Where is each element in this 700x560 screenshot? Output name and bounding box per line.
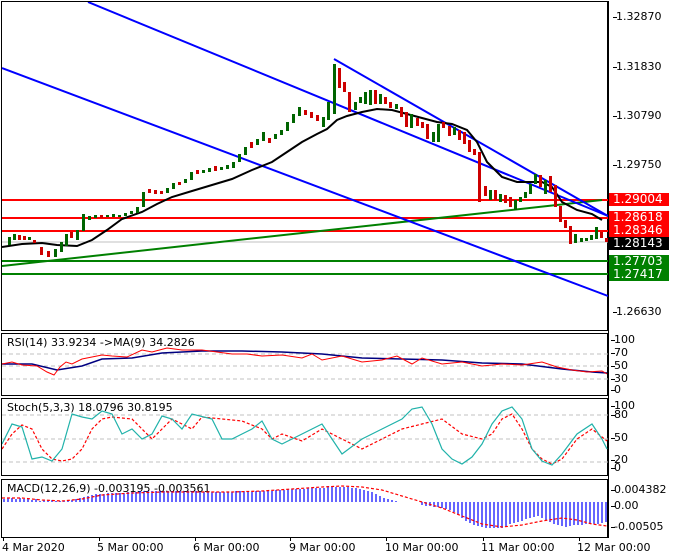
rsi-tick: 50	[611, 359, 628, 372]
rsi-ma-line	[2, 350, 608, 374]
price-tick: 1.30790	[613, 109, 662, 122]
macd-axis: 0.004382 0.00 -0.00505	[609, 479, 700, 538]
stoch-axis: 100 80 50 20 0	[609, 398, 700, 476]
stoch-tick: 80	[611, 408, 628, 421]
rsi-tick: 30	[611, 372, 628, 385]
macd-signal-line	[2, 485, 608, 528]
macd-tick: 0.00	[611, 499, 639, 512]
time-label: 10 Mar 00:00	[385, 541, 459, 554]
main-price-chart[interactable]	[1, 1, 609, 331]
time-tick	[386, 537, 387, 541]
time-tick	[579, 537, 580, 541]
price-tick: 1.29750	[613, 158, 662, 171]
price-tick: 1.32870	[613, 10, 662, 23]
time-tick	[3, 537, 4, 541]
stoch-main-line	[2, 406, 608, 466]
rsi-axis: 100 70 50 30 0	[609, 333, 700, 396]
resistance-price-label: 1.29004	[609, 193, 669, 206]
ascending-trendline	[2, 199, 603, 267]
channel-lower-long	[2, 67, 609, 297]
resistance-price-label: 1.28618	[609, 211, 669, 224]
time-label: 6 Mar 00:00	[193, 541, 260, 554]
resistance-price-label: 1.28346	[609, 224, 669, 237]
macd-panel[interactable]: MACD(12,26,9) -0.003195 -0.003561	[1, 479, 608, 538]
moving-average-line	[2, 107, 603, 248]
time-label: 9 Mar 00:00	[289, 541, 356, 554]
stoch-tick: 50	[611, 431, 628, 444]
stoch-tick: 20	[611, 453, 628, 466]
rsi-title: RSI(14) 33.9234 ->MA(9) 34.2826	[7, 336, 195, 349]
support-price-label: 1.27703	[609, 255, 669, 268]
price-chart-svg	[2, 2, 609, 297]
time-tick	[483, 537, 484, 541]
time-label: 4 Mar 2020	[2, 541, 65, 554]
channel-upper-short	[333, 58, 609, 217]
price-tick: 1.31830	[613, 60, 662, 73]
stoch-tick: 100	[611, 399, 635, 412]
rsi-line	[2, 347, 608, 376]
rsi-tick: 0	[611, 383, 621, 396]
stoch-tick: 0	[611, 461, 621, 474]
stochastic-panel[interactable]: Stoch(5,3,3) 18.0796 30.8195	[1, 398, 608, 476]
price-tick: 1.26630	[613, 305, 662, 318]
rsi-tick: 100	[611, 333, 635, 346]
support-price-label: 1.27417	[609, 268, 669, 281]
time-label: 12 Mar 00:00	[577, 541, 651, 554]
price-axis: 1.32870 1.31830 1.30790 1.29750 1.26630	[609, 0, 700, 331]
macd-tick: 0.004382	[611, 483, 667, 496]
time-label: 5 Mar 00:00	[97, 541, 164, 554]
candlesticks	[8, 64, 608, 257]
stoch-title: Stoch(5,3,3) 18.0796 30.8195	[7, 401, 173, 414]
current-price-label: 1.28143	[609, 237, 669, 250]
rsi-panel[interactable]: RSI(14) 33.9234 ->MA(9) 34.2826	[1, 333, 608, 396]
time-tick	[99, 537, 100, 541]
time-tick	[290, 537, 291, 541]
time-tick	[195, 537, 196, 541]
macd-tick: -0.00505	[610, 520, 664, 533]
rsi-tick: 70	[611, 346, 628, 359]
time-label: 11 Mar 00:00	[481, 541, 555, 554]
macd-histogram	[2, 485, 608, 528]
axis-divider	[608, 1, 609, 538]
